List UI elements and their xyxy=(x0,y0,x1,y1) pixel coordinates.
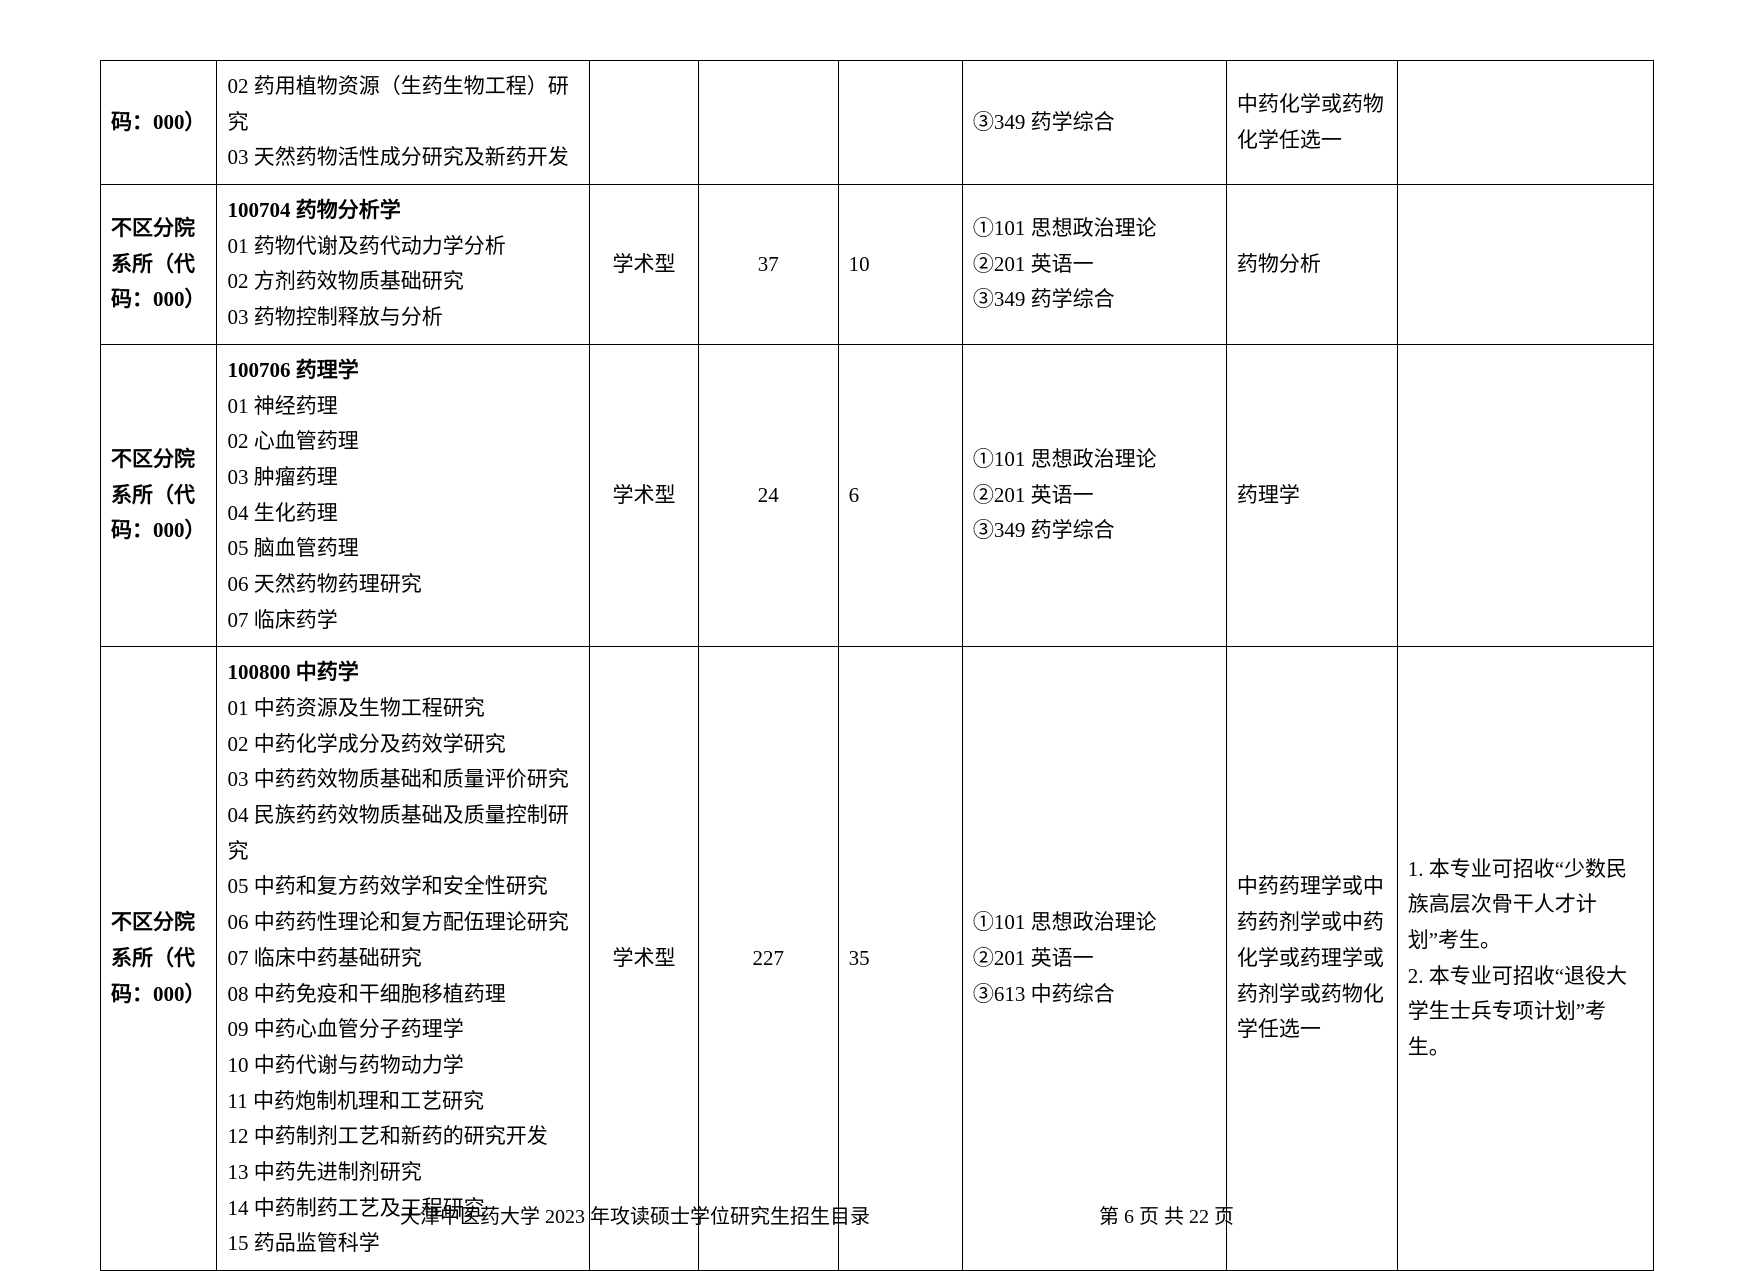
direction-line: 02 药用植物资源（生药生物工程）研究 xyxy=(227,69,579,140)
dept-text: 码：000） xyxy=(111,110,206,134)
direction-line: 06 天然药物药理研究 xyxy=(227,567,579,603)
footer-left-text: 天津中医药大学 2023 年攻读硕士学位研究生招生目录 xyxy=(400,1200,870,1229)
exam-line: ①101 思想政治理论 xyxy=(973,905,1216,941)
catalog-table: 码：000） 02 药用植物资源（生药生物工程）研究 03 天然药物活性成分研究… xyxy=(100,60,1654,1271)
plan-cell: 24 xyxy=(698,344,838,647)
direction-line: 02 心血管药理 xyxy=(227,424,579,460)
table-row: 码：000） 02 药用植物资源（生药生物工程）研究 03 天然药物活性成分研究… xyxy=(101,61,1654,185)
type-cell: 学术型 xyxy=(590,647,699,1271)
direction-line: 13 中药先进制剂研究 xyxy=(227,1155,579,1191)
plan-cell: 37 xyxy=(698,185,838,345)
tuimian-text: 10 xyxy=(849,252,870,276)
exam-line: ①101 思想政治理论 xyxy=(973,211,1216,247)
type-text: 学术型 xyxy=(613,483,676,507)
direction-line: 15 药品监管科学 xyxy=(227,1226,579,1262)
exam-cell: ③349 药学综合 xyxy=(962,61,1226,185)
tuimian-cell: 10 xyxy=(838,185,962,345)
direction-line: 08 中药免疫和干细胞移植药理 xyxy=(227,977,579,1013)
footer-right-text: 第 6 页 共 22 页 xyxy=(1099,1200,1234,1229)
plan-text: 227 xyxy=(753,946,785,970)
dept-cell: 码：000） xyxy=(101,61,217,185)
type-text: 学术型 xyxy=(613,946,676,970)
exam-line: ②201 英语一 xyxy=(973,478,1216,514)
note-cell xyxy=(1397,344,1653,647)
note-text: 1. 本专业可招收“少数民族高层次骨干人才计划”考生。 2. 本专业可招收“退役… xyxy=(1408,857,1627,1059)
exam-line: ③349 药学综合 xyxy=(973,282,1216,318)
direction-line: 07 临床中药基础研究 xyxy=(227,941,579,977)
direction-line: 05 脑血管药理 xyxy=(227,531,579,567)
dept-cell: 不区分院系所（代码：000） xyxy=(101,185,217,345)
exam-line: ②201 英语一 xyxy=(973,941,1216,977)
major-header: 100800 中药学 xyxy=(227,655,579,691)
direction-line: 02 中药化学成分及药效学研究 xyxy=(227,727,579,763)
exam-cell: ①101 思想政治理论 ②201 英语一 ③349 药学综合 xyxy=(962,185,1226,345)
direction-line: 04 民族药药效物质基础及质量控制研究 xyxy=(227,798,579,869)
exam-line: ③349 药学综合 xyxy=(973,513,1216,549)
plan-cell: 227 xyxy=(698,647,838,1271)
dept-text: 不区分院系所（代码：000） xyxy=(111,216,206,311)
direction-line: 11 中药炮制机理和工艺研究 xyxy=(227,1084,579,1120)
retest-text: 中药化学或药物化学任选一 xyxy=(1237,92,1384,152)
exam-cell: ①101 思想政治理论 ②201 英语一 ③349 药学综合 xyxy=(962,344,1226,647)
exam-line: ②201 英语一 xyxy=(973,247,1216,283)
direction-line: 01 中药资源及生物工程研究 xyxy=(227,691,579,727)
direction-line: 05 中药和复方药效学和安全性研究 xyxy=(227,869,579,905)
type-cell xyxy=(590,61,699,185)
plan-text: 24 xyxy=(758,483,779,507)
direction-line: 02 方剂药效物质基础研究 xyxy=(227,264,579,300)
direction-line: 10 中药代谢与药物动力学 xyxy=(227,1048,579,1084)
major-cell: 100800 中药学 01 中药资源及生物工程研究 02 中药化学成分及药效学研… xyxy=(217,647,590,1271)
direction-line: 03 肿瘤药理 xyxy=(227,460,579,496)
retest-cell: 药物分析 xyxy=(1226,185,1397,345)
dept-cell: 不区分院系所（代码：000） xyxy=(101,344,217,647)
direction-line: 01 药物代谢及药代动力学分析 xyxy=(227,229,579,265)
exam-line: ③349 药学综合 xyxy=(973,105,1216,141)
direction-line: 03 药物控制释放与分析 xyxy=(227,300,579,336)
direction-line: 06 中药药性理论和复方配伍理论研究 xyxy=(227,905,579,941)
direction-line: 07 临床药学 xyxy=(227,603,579,639)
tuimian-cell: 6 xyxy=(838,344,962,647)
major-header: 100704 药物分析学 xyxy=(227,193,579,229)
exam-cell: ①101 思想政治理论 ②201 英语一 ③613 中药综合 xyxy=(962,647,1226,1271)
dept-text: 不区分院系所（代码：000） xyxy=(111,910,206,1005)
page-container: 码：000） 02 药用植物资源（生药生物工程）研究 03 天然药物活性成分研究… xyxy=(0,0,1754,1240)
major-cell: 100704 药物分析学 01 药物代谢及药代动力学分析 02 方剂药效物质基础… xyxy=(217,185,590,345)
retest-text: 药物分析 xyxy=(1237,252,1321,276)
direction-line: 12 中药制剂工艺和新药的研究开发 xyxy=(227,1119,579,1155)
tuimian-cell: 35 xyxy=(838,647,962,1271)
direction-line: 04 生化药理 xyxy=(227,496,579,532)
retest-cell: 中药药理学或中药药剂学或中药化学或药理学或药剂学或药物化学任选一 xyxy=(1226,647,1397,1271)
exam-line: ①101 思想政治理论 xyxy=(973,442,1216,478)
tuimian-text: 35 xyxy=(849,946,870,970)
retest-text: 药理学 xyxy=(1237,483,1300,507)
note-cell xyxy=(1397,61,1653,185)
direction-line: 09 中药心血管分子药理学 xyxy=(227,1012,579,1048)
plan-cell xyxy=(698,61,838,185)
type-cell: 学术型 xyxy=(590,344,699,647)
direction-line: 03 天然药物活性成分研究及新药开发 xyxy=(227,140,579,176)
direction-line: 03 中药药效物质基础和质量评价研究 xyxy=(227,762,579,798)
plan-text: 37 xyxy=(758,252,779,276)
major-cell: 02 药用植物资源（生药生物工程）研究 03 天然药物活性成分研究及新药开发 xyxy=(217,61,590,185)
retest-text: 中药药理学或中药药剂学或中药化学或药理学或药剂学或药物化学任选一 xyxy=(1237,874,1384,1041)
table-row: 不区分院系所（代码：000） 100704 药物分析学 01 药物代谢及药代动力… xyxy=(101,185,1654,345)
note-cell xyxy=(1397,185,1653,345)
exam-line: ③613 中药综合 xyxy=(973,977,1216,1013)
note-cell: 1. 本专业可招收“少数民族高层次骨干人才计划”考生。 2. 本专业可招收“退役… xyxy=(1397,647,1653,1271)
direction-line: 01 神经药理 xyxy=(227,389,579,425)
tuimian-text: 6 xyxy=(849,483,860,507)
retest-cell: 中药化学或药物化学任选一 xyxy=(1226,61,1397,185)
type-text: 学术型 xyxy=(613,252,676,276)
table-row: 不区分院系所（代码：000） 100706 药理学 01 神经药理 02 心血管… xyxy=(101,344,1654,647)
major-header: 100706 药理学 xyxy=(227,353,579,389)
dept-text: 不区分院系所（代码：000） xyxy=(111,447,206,542)
retest-cell: 药理学 xyxy=(1226,344,1397,647)
major-cell: 100706 药理学 01 神经药理 02 心血管药理 03 肿瘤药理 04 生… xyxy=(217,344,590,647)
tuimian-cell xyxy=(838,61,962,185)
type-cell: 学术型 xyxy=(590,185,699,345)
dept-cell: 不区分院系所（代码：000） xyxy=(101,647,217,1271)
table-row: 不区分院系所（代码：000） 100800 中药学 01 中药资源及生物工程研究… xyxy=(101,647,1654,1271)
